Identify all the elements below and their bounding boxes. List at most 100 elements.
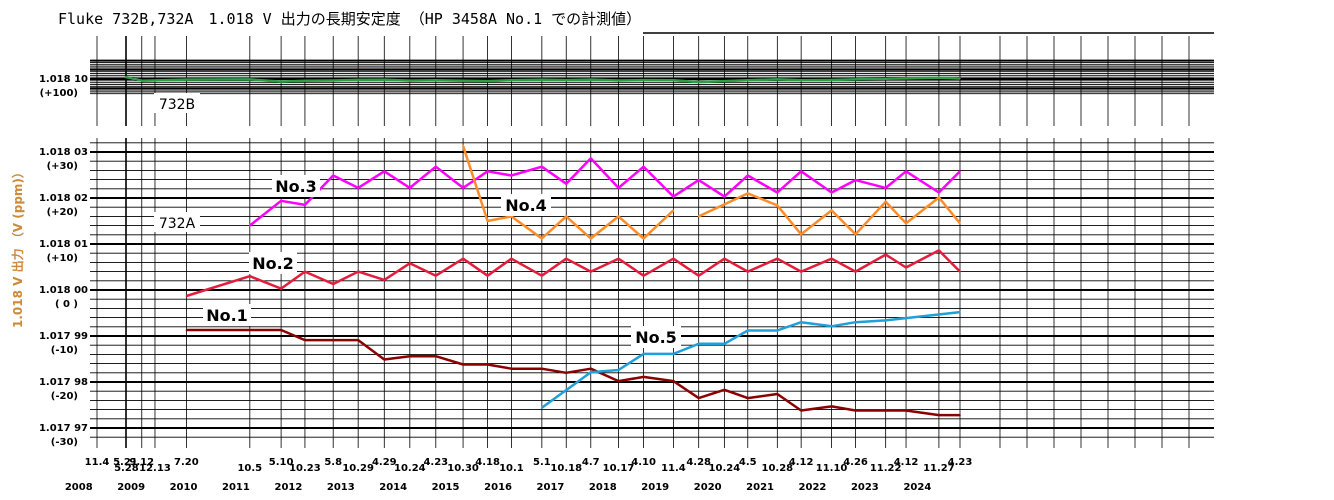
data-point [776, 257, 779, 260]
data-point [249, 224, 251, 227]
data-point [776, 191, 779, 194]
series-732b [124, 75, 961, 84]
series-no1 [185, 328, 961, 417]
data-point [959, 311, 961, 313]
data-point [959, 222, 961, 225]
x-date-label: 5.10 [269, 457, 294, 468]
data-point [383, 170, 386, 173]
data-point [486, 80, 489, 82]
series-label-text: No.5 [635, 328, 677, 347]
data-point [541, 407, 543, 409]
x-year-label: 2013 [327, 482, 355, 493]
data-point [723, 343, 726, 345]
data-point [905, 266, 907, 269]
data-point [938, 196, 940, 199]
data-point [590, 157, 592, 160]
y-tick-label: 1.018 01 [39, 239, 88, 250]
data-point [565, 182, 567, 185]
x-date-label: 10.30 [447, 463, 479, 474]
series-label-text: No.4 [505, 196, 547, 215]
y-tick-label: 1.018 03 [39, 147, 88, 158]
x-date-label: 10.29 [342, 463, 374, 474]
data-point [938, 414, 940, 416]
data-point [462, 80, 464, 82]
x-year-label: 2022 [799, 482, 827, 493]
x-date-label: 4.7 [582, 457, 600, 468]
data-point [884, 253, 887, 256]
data-point [141, 79, 143, 82]
data-point [854, 233, 857, 236]
data-point [435, 355, 437, 358]
data-point [541, 237, 543, 240]
data-point [409, 355, 411, 358]
x-year-label: 2018 [589, 482, 617, 493]
data-point [541, 274, 543, 277]
data-point [565, 215, 567, 218]
series-no2 [185, 249, 961, 298]
data-point [510, 367, 513, 370]
data-point [959, 414, 961, 416]
series-label-no3: No.3 [272, 175, 320, 197]
data-point [617, 215, 620, 218]
data-point [697, 343, 700, 345]
data-point [486, 220, 489, 222]
data-point [510, 257, 513, 260]
data-point [565, 257, 567, 260]
x-year-label: 2016 [484, 482, 512, 493]
x-date-label: 4.29 [372, 457, 397, 468]
data-point [747, 270, 749, 273]
data-point [590, 371, 592, 374]
chart-title: Fluke 732B,732A 1.018 V 出力の長期安定度 （HP 345… [58, 10, 641, 28]
x-year-label: 2010 [170, 482, 198, 493]
data-point [249, 78, 251, 81]
data-point [905, 170, 907, 173]
data-point [462, 187, 464, 189]
data-point [486, 170, 489, 173]
data-point [409, 262, 411, 265]
data-point [280, 329, 282, 331]
data-point [723, 257, 726, 260]
x-date-label: 11.27 [923, 463, 955, 474]
data-point [486, 274, 489, 277]
data-point [854, 179, 857, 181]
data-point [905, 222, 907, 225]
data-point [617, 369, 620, 371]
series-label-text: 732A [159, 216, 196, 232]
x-date-label: 4.23 [948, 457, 973, 468]
data-point [617, 187, 620, 189]
y-tick-label: 1.017 98 [39, 377, 88, 388]
data-point [672, 209, 675, 212]
data-point [357, 187, 360, 189]
x-date-label: 4.5 [739, 457, 757, 468]
x-year-label: 2009 [117, 482, 145, 493]
data-series [124, 75, 961, 417]
data-point [747, 397, 749, 399]
data-point [304, 79, 306, 82]
x-date-label: 10.1 [499, 463, 524, 474]
series-label-text: No.2 [252, 254, 294, 273]
data-point [435, 274, 437, 277]
data-point [249, 275, 251, 278]
data-point [672, 353, 675, 355]
data-point [938, 249, 940, 252]
x-year-label: 2015 [432, 482, 460, 493]
data-point [541, 165, 543, 168]
data-point [776, 329, 779, 332]
data-point [565, 372, 567, 374]
x-date-label: 10.5 [237, 463, 262, 474]
data-point [590, 367, 592, 370]
x-year-label: 2019 [641, 482, 669, 493]
data-point [642, 376, 645, 378]
x-date-label: 4.18 [475, 457, 500, 468]
data-point [332, 174, 335, 177]
data-point [185, 78, 188, 81]
data-point [747, 329, 749, 332]
data-point [590, 270, 592, 273]
data-point [747, 79, 749, 81]
y-tick-label: 1.018 10 [39, 74, 88, 85]
y-axis-label: 1.018 V 出力 （V (ppm)） [10, 166, 25, 328]
data-point [486, 363, 489, 366]
data-point [884, 409, 887, 412]
data-point [800, 409, 802, 412]
data-point [332, 339, 335, 341]
